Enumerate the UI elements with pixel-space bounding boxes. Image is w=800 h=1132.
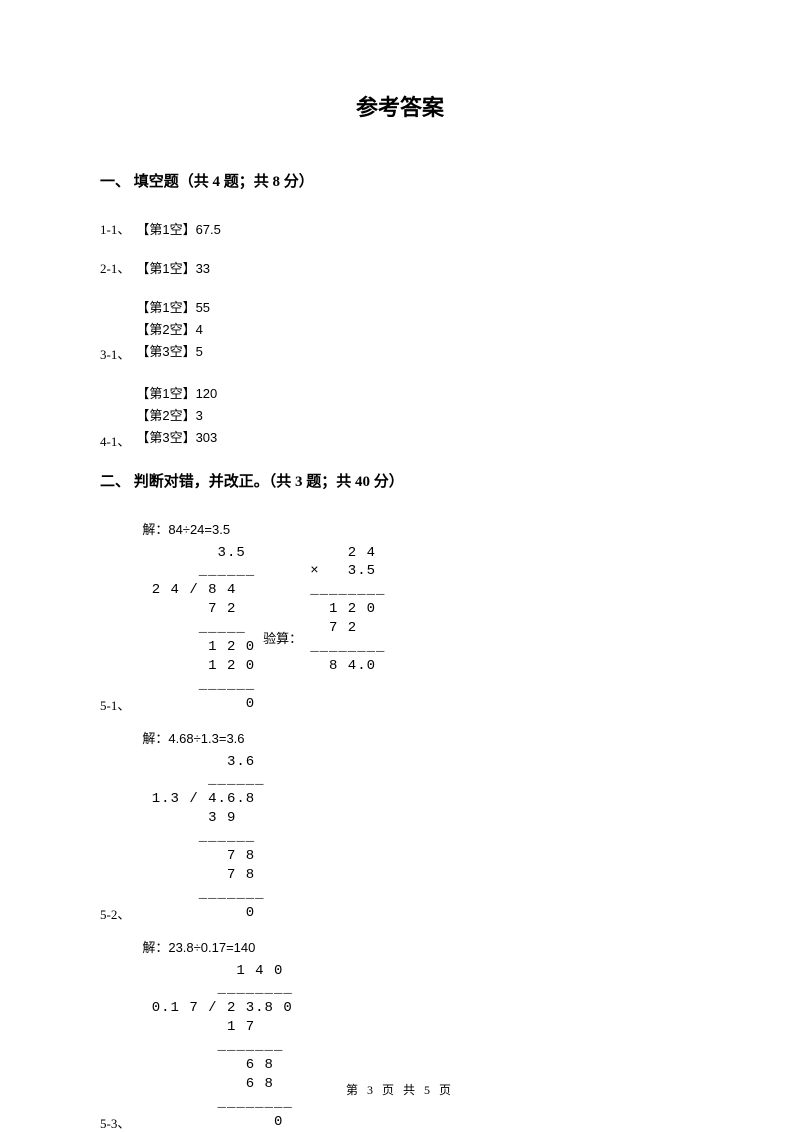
section1-header: 一、 填空题（共 4 题；共 8 分） <box>100 170 700 191</box>
long-division: 3.6 ______ 1.3 / 4.6.8 3 9 ______ 7 8 7 … <box>142 753 264 923</box>
equation-text: 解：84÷24=3.5 <box>142 519 394 538</box>
answer-text: 【第1空】55 <box>136 297 210 319</box>
answer-text: 【第3空】5 <box>136 341 210 363</box>
question-number: 4-1、 <box>100 431 130 450</box>
answer-item: 1-1、 【第1空】67.5 <box>100 219 700 238</box>
section2-header: 二、 判断对错，并改正。（共 3 题；共 40 分） <box>100 470 700 491</box>
solution-item: 5-1、 解：84÷24=3.5 3.5 ______ 2 4 / 8 4 7 … <box>100 519 700 714</box>
answer-text: 【第1空】67.5 <box>136 219 221 238</box>
answer-item: 3-1、 【第1空】55 【第2空】4 【第3空】5 <box>100 297 700 363</box>
answer-text: 【第2空】4 <box>136 319 210 341</box>
question-number: 3-1、 <box>100 344 130 363</box>
equation-text: 解：4.68÷1.3=3.6 <box>142 728 264 747</box>
page-footer: 第 3 页 共 5 页 <box>0 1081 800 1098</box>
solution-item: 5-2、 解：4.68÷1.3=3.6 3.6 ______ 1.3 / 4.6… <box>100 728 700 923</box>
question-number: 1-1、 <box>100 219 130 238</box>
question-number: 2-1、 <box>100 258 130 277</box>
answer-text: 【第2空】3 <box>136 405 217 427</box>
question-number: 5-1、 <box>100 695 130 714</box>
long-division: 3.5 ______ 2 4 / 8 4 7 2 _____ 1 2 0 1 2… <box>142 544 255 714</box>
answer-text: 【第1空】120 <box>136 383 217 405</box>
answer-text: 【第1空】33 <box>136 258 210 277</box>
question-number: 5-2、 <box>100 904 130 923</box>
question-number: 5-3、 <box>100 1113 130 1132</box>
solution-item: 5-3、 解：23.8÷0.17=140 1 4 0 ________ 0.1 … <box>100 937 700 1132</box>
answer-text: 【第3空】303 <box>136 427 217 449</box>
long-division: 1 4 0 ________ 0.1 7 / 2 3.8 0 1 7 _____… <box>142 962 292 1132</box>
equation-text: 解：23.8÷0.17=140 <box>142 937 292 956</box>
verification-calc: 2 4 × 3.5 ________ 1 2 0 7 2 ________ 8 … <box>310 544 395 676</box>
page-title: 参考答案 <box>100 90 700 122</box>
verify-label: 验算： <box>263 610 302 647</box>
answer-item: 2-1、 【第1空】33 <box>100 258 700 277</box>
answer-item: 4-1、 【第1空】120 【第2空】3 【第3空】303 <box>100 383 700 449</box>
